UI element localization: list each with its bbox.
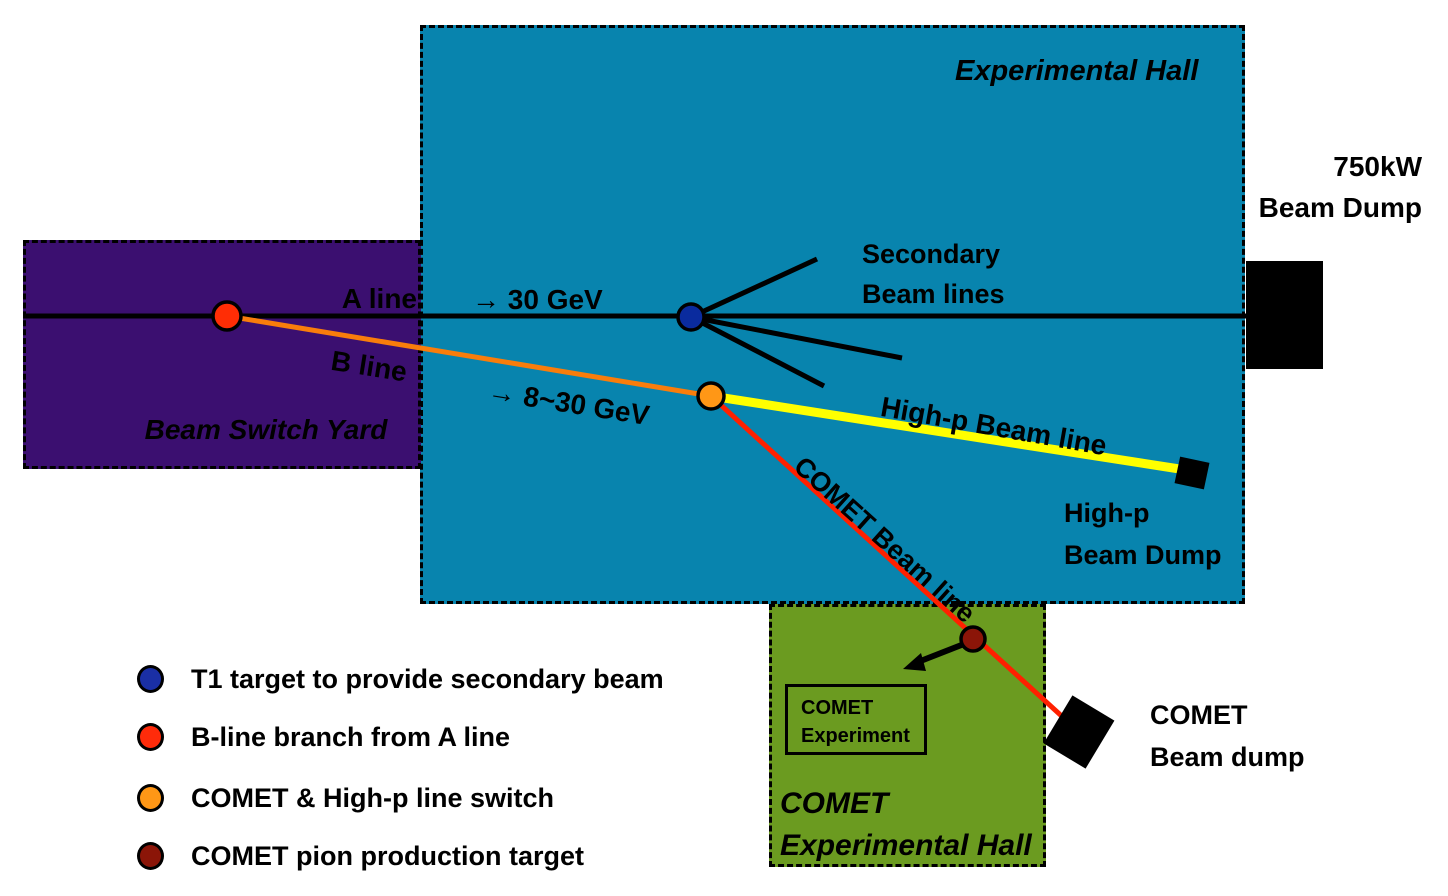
comet-experiment-box-line1: COMET (801, 697, 874, 719)
pion-target-swatch (137, 842, 164, 870)
high-p-beam-dump-block (1174, 456, 1210, 490)
comet-beam-dump-block (1043, 695, 1115, 769)
legend: T1 target to provide secondary beam B-li… (137, 658, 777, 888)
high-p-beam-dump-label-line1: High-p (1064, 498, 1150, 528)
energy-30gev-label: → 30 GeV (472, 284, 603, 315)
legend-item-b-line-branch: B-line branch from A line (137, 716, 510, 758)
b-line-branch-swatch (137, 723, 164, 751)
secondary-beam-lines-label-line2: Beam lines (862, 279, 1005, 309)
secondary-beam-line-middle (690, 314, 903, 361)
beam-switch-yard-label: Beam Switch Yard (144, 414, 388, 445)
secondary-beam-lines-label: Secondary Beam lines (862, 234, 1005, 314)
beam-dump-750kw-label-line1: 750kW (1333, 151, 1422, 182)
line-switch-swatch (137, 784, 164, 812)
comet-beam-dump-label: COMET Beam dump (1150, 694, 1305, 778)
beam-dump-750kw-label: 750kW Beam Dump (1240, 146, 1422, 228)
comet-experimental-hall-label-line2: Experimental Hall (780, 829, 1032, 862)
comet-experiment-box-line2: Experiment (801, 725, 910, 747)
extraction-arrow-head (903, 653, 926, 671)
secondary-beam-line-lower (689, 314, 826, 389)
legend-item-label: T1 target to provide secondary beam (191, 663, 664, 694)
legend-item-label: B-line branch from A line (191, 721, 511, 752)
beam-switch-yard-region (23, 240, 421, 469)
comet-experimental-hall-label: COMET Experimental Hall (780, 783, 1032, 867)
main-beam-dump-block (1246, 261, 1323, 369)
secondary-beam-lines-label-line1: Secondary (862, 239, 1001, 269)
extraction-arrow-shaft (916, 641, 966, 665)
comet-beam-line (709, 394, 1068, 722)
comet-experimental-hall-region (769, 604, 1046, 867)
pion-target-dot (959, 625, 987, 653)
a-line-label: A line (341, 283, 417, 314)
secondary-beam-line-upper (689, 256, 819, 320)
comet-beam-dump-label-line2: Beam dump (1150, 742, 1305, 772)
b-line-beam (226, 313, 712, 399)
t1-target-dot (676, 302, 706, 332)
legend-item-label: COMET pion production target (191, 840, 584, 871)
high-p-beam-dump-label-line2: Beam Dump (1064, 540, 1222, 570)
experimental-hall-label: Experimental Hall (955, 55, 1199, 87)
legend-item-t1-target: T1 target to provide secondary beam (137, 658, 664, 700)
high-p-beam-line (710, 391, 1187, 475)
high-p-beam-dump-label: High-p Beam Dump (1064, 492, 1222, 576)
legend-item-pion-target: COMET pion production target (137, 835, 584, 877)
comet-experimental-hall-label-line1: COMET (780, 787, 889, 820)
legend-item-label: COMET & High-p line switch (191, 782, 554, 813)
comet-experiment-box: COMET Experiment (785, 684, 927, 755)
line-switch-dot (696, 381, 726, 411)
beam-dump-750kw-label-line2: Beam Dump (1258, 192, 1422, 223)
comet-beam-dump-label-line1: COMET (1150, 700, 1248, 730)
b-line-branch-dot (211, 300, 243, 332)
t1-target-swatch (137, 665, 164, 693)
legend-item-line-switch: COMET & High-p line switch (137, 777, 554, 819)
